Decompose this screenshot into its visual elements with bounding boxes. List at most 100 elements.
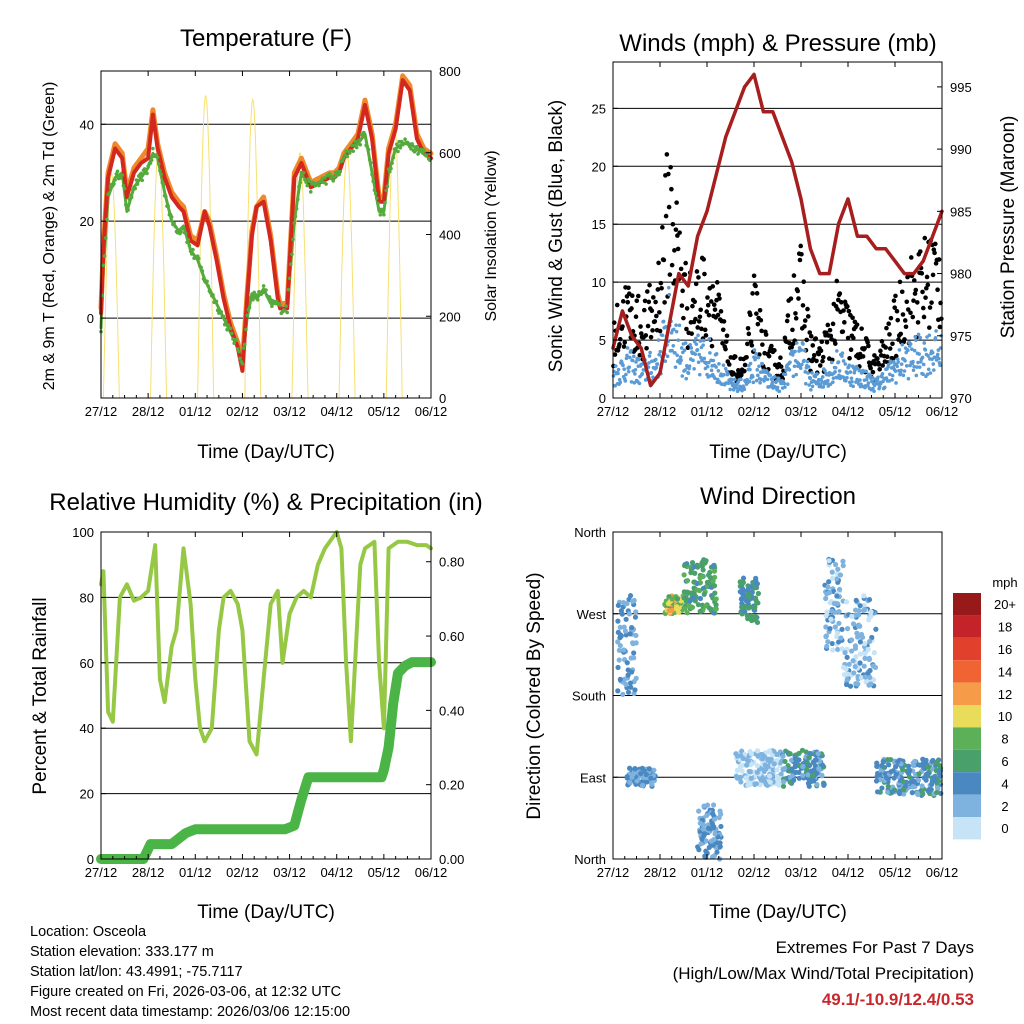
gust-dot <box>626 285 631 291</box>
direction-dot <box>889 789 895 795</box>
gust-dot <box>887 332 892 337</box>
dewpoint-dot <box>142 167 147 171</box>
gust-dot <box>659 285 664 291</box>
wind-dot <box>629 380 634 384</box>
direction-dot <box>919 783 925 789</box>
direction-dot <box>629 624 635 631</box>
direction-dot <box>692 570 698 576</box>
winds-xlabel: Time (Day/UTC) <box>709 442 847 463</box>
gust-dot <box>890 341 895 347</box>
gust-dot <box>763 332 769 337</box>
direction-dot <box>702 853 708 859</box>
legend-swatch <box>953 615 981 638</box>
x-tick-label: 27/12 <box>597 404 630 419</box>
wind-dot <box>833 369 837 374</box>
direction-dot <box>768 756 774 763</box>
dewpoint-dot <box>186 238 191 242</box>
direction-dot <box>695 602 702 608</box>
dewpoint-dot <box>254 293 259 297</box>
wind-dot <box>674 323 678 327</box>
wind-dot <box>932 368 936 372</box>
direction-dot <box>866 596 873 603</box>
direction-dot <box>792 752 799 758</box>
direction-dot <box>867 674 873 681</box>
direction-dot <box>842 650 848 656</box>
direction-dot <box>740 586 746 592</box>
wind-dot <box>739 377 743 382</box>
wind-dot <box>889 360 893 365</box>
dewpoint-dot <box>245 313 249 318</box>
gust-dot <box>724 333 730 339</box>
x-tick-label: 06/12 <box>415 404 448 419</box>
gust-dot <box>696 319 702 324</box>
y2-tick-label: 800 <box>439 64 461 79</box>
direction-frame <box>612 531 943 860</box>
direction-dot <box>733 773 740 780</box>
wind-dot <box>651 375 655 379</box>
direction-dot <box>646 766 652 772</box>
direction-dot <box>912 758 918 764</box>
dewpoint-dot <box>345 154 350 159</box>
most-recent-timestamp: Most recent data timestamp: 2026/03/06 1… <box>30 1004 351 1020</box>
direction-dot <box>829 569 835 575</box>
dewpoint-dot <box>211 293 215 297</box>
dewpoint-dot <box>251 297 255 302</box>
dewpoint-dot <box>373 191 378 196</box>
dewpoint-dot <box>255 297 260 302</box>
gust-dot <box>850 315 855 321</box>
gust-dot <box>717 296 722 301</box>
direction-dot <box>929 781 935 787</box>
gust-dot <box>902 318 908 323</box>
dewpoint-dot <box>247 305 252 310</box>
wind-dot <box>723 366 728 371</box>
direction-dot <box>896 790 903 797</box>
dewpoint-dot <box>158 168 162 173</box>
x-tick-label: 02/12 <box>738 865 771 880</box>
direction-dot <box>690 595 696 601</box>
direction-dot <box>793 762 799 768</box>
gust-dot <box>694 269 700 274</box>
dewpoint-dot <box>376 201 380 206</box>
dewpoint-dot <box>353 139 358 144</box>
gust-dot <box>936 257 942 262</box>
gust-dot <box>802 318 808 323</box>
direction-dot <box>780 779 787 785</box>
y-tick-label: 0 <box>87 311 94 326</box>
direction-dot <box>805 772 811 778</box>
wind-dot <box>623 379 628 383</box>
direction-dot <box>916 771 922 777</box>
winds-panel: Winds (mph) & Pressure (mb) Time (Day/UT… <box>546 30 1019 463</box>
wind-dot <box>821 385 826 389</box>
direction-dot <box>837 572 844 578</box>
gust-dot <box>787 340 792 346</box>
gust-dot <box>796 296 801 301</box>
y2-tick-label: 0.00 <box>439 852 464 867</box>
extremes-title: Extremes For Past 7 Days <box>775 938 974 957</box>
extremes-values: 49.1/-10.9/12.4/0.53 <box>821 990 974 1009</box>
wind-dot <box>754 378 759 383</box>
legend-swatch <box>953 772 981 795</box>
direction-dot <box>621 624 627 630</box>
wind-dot <box>915 365 919 369</box>
gust-dot <box>699 326 704 332</box>
wind-dot <box>864 377 869 382</box>
dewpoint-dot <box>120 173 125 177</box>
station-elevation: Station elevation: 333.177 m <box>30 944 214 960</box>
direction-dot <box>615 688 621 694</box>
wind-dot <box>625 353 629 358</box>
direction-dot <box>807 778 814 785</box>
direction-dot <box>787 751 793 757</box>
figure-created: Figure created on Fri, 2026-03-06, at 12… <box>30 984 342 1000</box>
dewpoint-dot <box>396 149 400 154</box>
gust-dot <box>754 311 759 316</box>
dewpoint-dot <box>264 288 268 292</box>
gust-dot <box>772 348 777 353</box>
dewpoint-dot <box>164 194 168 199</box>
wind-dot <box>857 368 862 373</box>
direction-dot <box>871 650 877 656</box>
direction-dot <box>737 579 743 585</box>
dewpoint-dot <box>242 342 247 347</box>
direction-dot <box>862 606 868 613</box>
gust-dot <box>903 324 909 330</box>
direction-dot <box>844 654 850 660</box>
